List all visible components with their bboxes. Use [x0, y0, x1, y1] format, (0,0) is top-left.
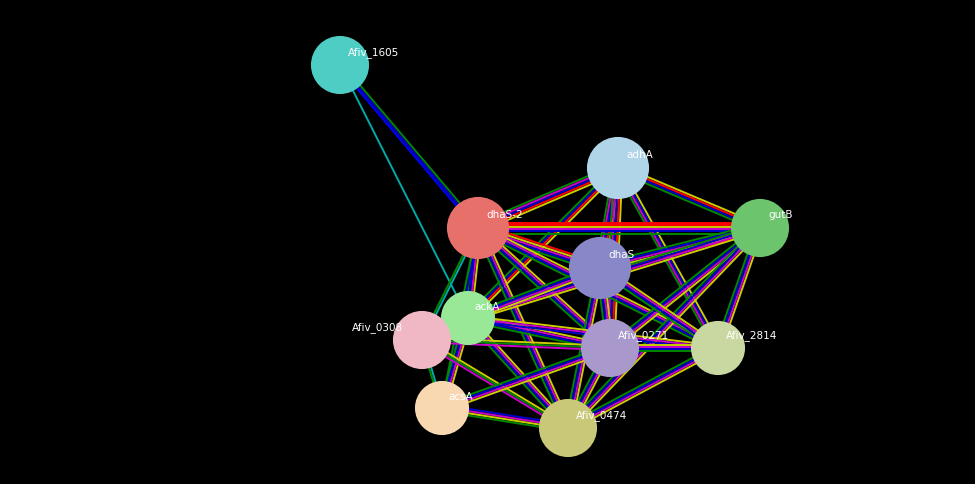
Text: dhaS: dhaS [608, 250, 635, 260]
Circle shape [448, 198, 508, 258]
Text: gutB: gutB [768, 210, 793, 220]
Circle shape [394, 312, 450, 368]
Text: Afiv_0271: Afiv_0271 [618, 330, 669, 341]
Circle shape [582, 320, 638, 376]
Circle shape [442, 292, 494, 344]
Circle shape [312, 37, 368, 93]
Circle shape [732, 200, 788, 256]
Circle shape [540, 400, 596, 456]
Text: Afiv_0308: Afiv_0308 [352, 322, 403, 333]
Circle shape [588, 138, 648, 198]
Text: dhaS-2: dhaS-2 [486, 210, 523, 220]
Text: Afiv_0474: Afiv_0474 [576, 410, 627, 421]
Text: ackA: ackA [474, 302, 499, 312]
Text: Afiv_2814: Afiv_2814 [726, 330, 777, 341]
Text: Afiv_1605: Afiv_1605 [348, 47, 399, 58]
Circle shape [570, 238, 630, 298]
Text: acsA: acsA [448, 392, 473, 402]
Text: adhA: adhA [626, 150, 652, 160]
Circle shape [692, 322, 744, 374]
Circle shape [416, 382, 468, 434]
